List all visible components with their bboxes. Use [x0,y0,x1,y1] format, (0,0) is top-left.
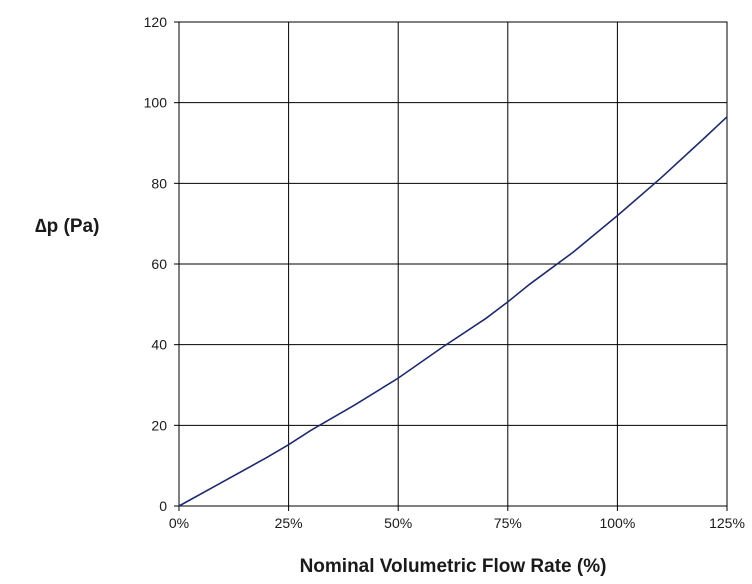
y-axis-label: ∆p (Pa) [35,216,99,237]
y-tick-label: 40 [151,337,167,353]
x-tick-label: 125% [709,515,745,531]
y-tick-label: 20 [151,417,167,433]
y-tick-label: 60 [151,256,167,272]
y-tick-label: 120 [144,14,168,30]
x-tick-label: 50% [384,515,412,531]
series-line [178,116,728,507]
x-tick-label: 100% [599,515,635,531]
x-axis-label: Nominal Volumetric Flow Rate (%) [300,556,607,577]
y-tick-label: 80 [151,175,167,191]
x-tick-label: 75% [494,515,522,531]
y-tick-label: 100 [144,95,168,111]
grid [179,22,727,506]
ticks: 0% 25% 50% 75% 100% 125% 0 20 40 60 80 100 120 [144,14,745,531]
x-tick-label: 25% [275,515,303,531]
series-layer [178,116,728,507]
x-tick-label: 0% [169,515,189,531]
y-tick-label: 0 [159,498,167,514]
